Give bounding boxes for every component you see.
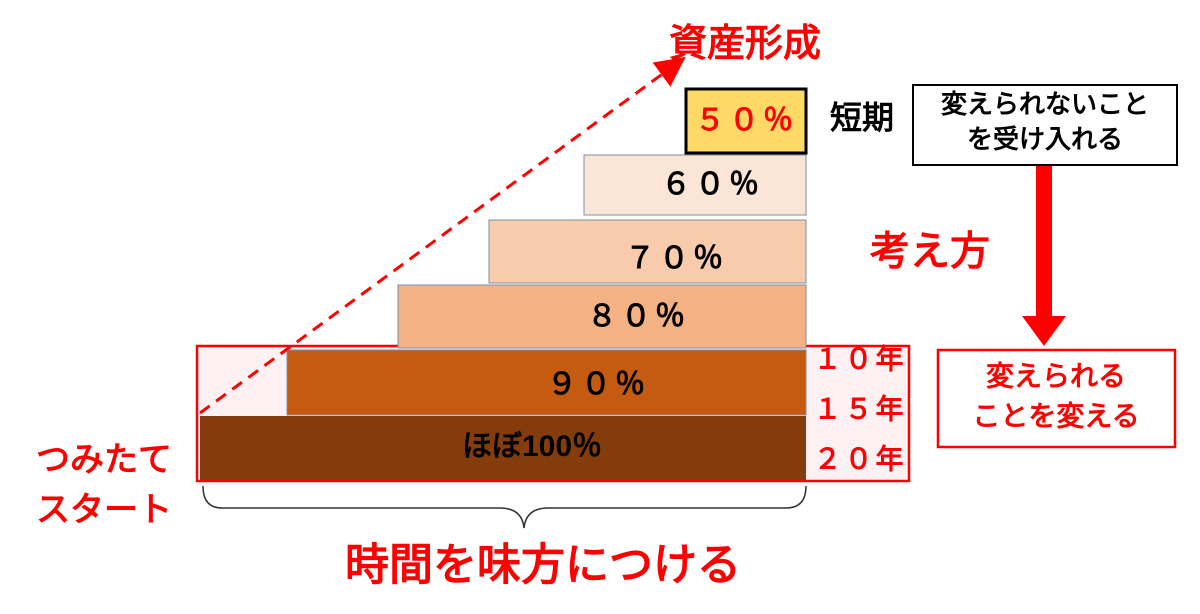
step-label: ６０％: [661, 168, 763, 201]
step-label: ９０％: [547, 368, 649, 401]
step-label: ８０％: [587, 300, 689, 333]
accept-box: [912, 84, 1178, 166]
step-bar: [684, 87, 808, 155]
change-text: 変えられる: [986, 360, 1126, 391]
step-bar: [286, 349, 807, 416]
period-label: １０年: [813, 342, 906, 374]
step-label: ７０％: [625, 242, 727, 275]
start-text: スタート: [36, 491, 172, 529]
step-label: ５０％: [695, 104, 797, 137]
period-label: ２０年: [813, 442, 906, 474]
step-label: ほぼ100％: [462, 430, 602, 463]
down-arrow-head: [1022, 316, 1066, 346]
step-bar: [397, 284, 807, 349]
brace: [202, 485, 807, 529]
change-box: [936, 348, 1177, 449]
short-term: 短期: [830, 99, 894, 135]
step-bar: [488, 219, 807, 284]
title: 資産形成: [669, 23, 821, 65]
change-text: ことを変える: [972, 400, 1139, 431]
footer: 時間を味方につける: [345, 541, 741, 590]
mindset: 考え方: [869, 230, 990, 274]
step-bar: [200, 416, 806, 480]
growth-arrow: [199, 56, 686, 415]
accept-text: 変えられないこと: [941, 89, 1149, 119]
step-bar: [583, 154, 807, 216]
start-text: つみたて: [36, 441, 172, 479]
period-label: １５年: [813, 392, 906, 424]
down-arrow: [1036, 166, 1052, 316]
accept-text: を受け入れる: [967, 124, 1123, 154]
